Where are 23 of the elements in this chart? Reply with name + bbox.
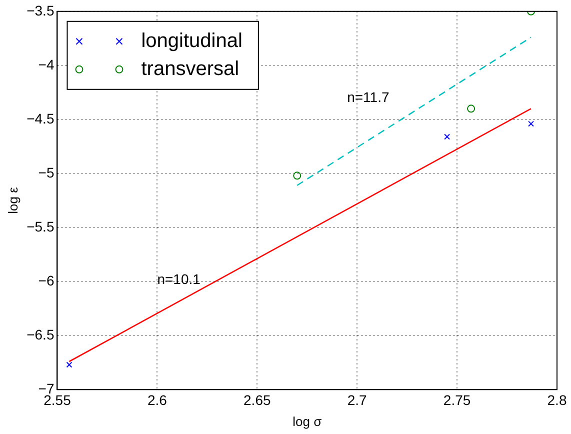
x-tick-label: 2.7	[347, 392, 368, 408]
annotation: n=10.1	[157, 270, 201, 287]
x-tick-label: 2.6	[147, 392, 168, 408]
point	[66, 362, 72, 368]
point	[444, 134, 450, 140]
y-tick-label: −6.5	[26, 326, 54, 342]
x-tick-label: 2.75	[443, 392, 471, 408]
y-tick-label: −6	[38, 272, 54, 288]
y-axis-title: log ε	[5, 186, 20, 214]
point	[467, 104, 476, 113]
x-axis-title: log σ	[292, 414, 322, 429]
point	[528, 120, 534, 127]
y-tick-label: −5	[38, 164, 54, 180]
annotation: n=11.7	[347, 89, 390, 106]
y-tick-label: −4.5	[26, 110, 54, 126]
legend-label: longitudinal	[141, 30, 242, 52]
y-tick-label: −5.5	[26, 218, 54, 234]
point	[293, 172, 302, 180]
y-tick-label: −4	[38, 56, 54, 72]
legend-label: transversal	[141, 58, 240, 80]
y-tick-label: −3.5	[26, 2, 54, 18]
x-tick-label: 2.65	[244, 392, 271, 408]
x-tick-label: 2.8	[547, 392, 567, 408]
